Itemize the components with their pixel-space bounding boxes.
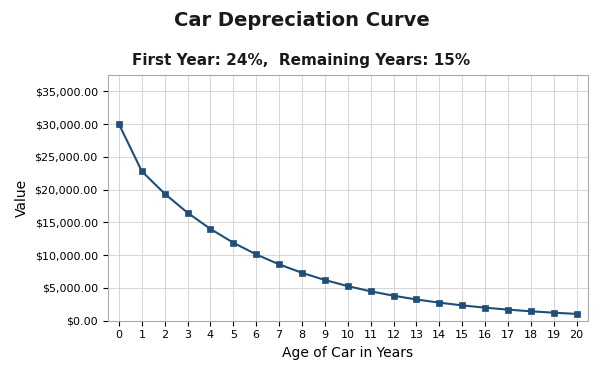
Text: First Year: 24%,  Remaining Years: 15%: First Year: 24%, Remaining Years: 15% (133, 53, 470, 68)
Text: Car Depreciation Curve: Car Depreciation Curve (174, 11, 429, 30)
Y-axis label: Value: Value (15, 179, 29, 217)
X-axis label: Age of Car in Years: Age of Car in Years (282, 346, 413, 360)
